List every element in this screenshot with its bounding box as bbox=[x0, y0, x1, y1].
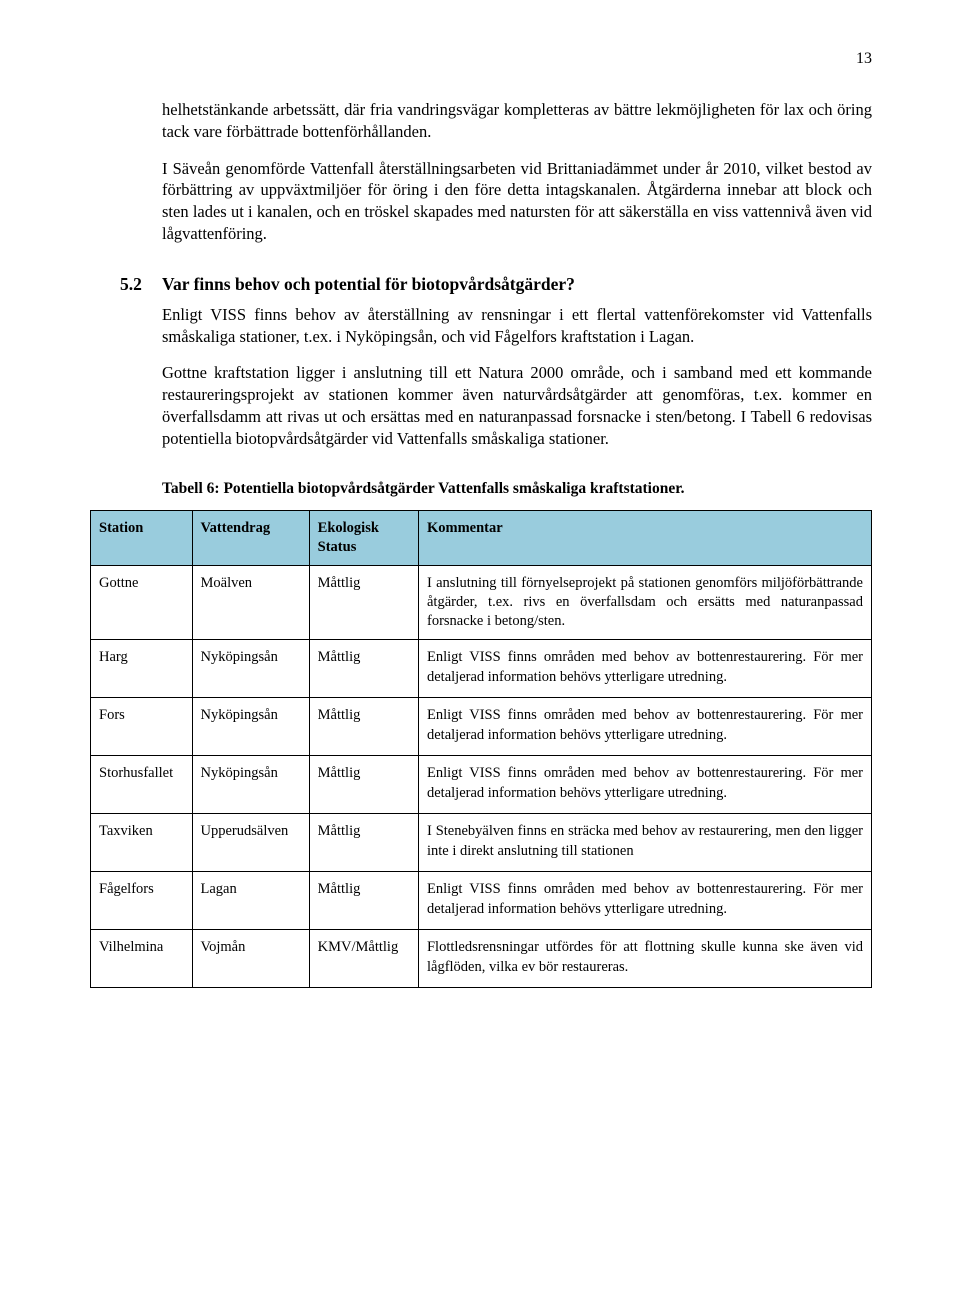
col-header-station: Station bbox=[91, 510, 193, 565]
table-cell: Fors bbox=[91, 698, 193, 756]
table-cell: I Stenebyälven finns en sträcka med beho… bbox=[418, 814, 871, 872]
page-number: 13 bbox=[120, 48, 872, 69]
table-cell: Vojmån bbox=[192, 930, 309, 988]
table-cell: Nyköpingsån bbox=[192, 698, 309, 756]
table-cell: Måttlig bbox=[309, 566, 418, 640]
table-row: GottneMoälvenMåttligI anslutning till fö… bbox=[91, 566, 872, 640]
table-header-row: Station Vattendrag Ekologisk Status Komm… bbox=[91, 510, 872, 565]
table-cell: Måttlig bbox=[309, 756, 418, 814]
table-cell: Nyköpingsån bbox=[192, 756, 309, 814]
section-title: Var finns behov och potential för biotop… bbox=[162, 273, 575, 296]
biotop-table: Station Vattendrag Ekologisk Status Komm… bbox=[90, 510, 872, 989]
col-header-status: Ekologisk Status bbox=[309, 510, 418, 565]
table-cell: Enligt VISS finns områden med behov av b… bbox=[418, 756, 871, 814]
table-row: TaxvikenUpperudsälvenMåttligI Stenebyälv… bbox=[91, 814, 872, 872]
section-number: 5.2 bbox=[120, 273, 162, 296]
table-cell: Måttlig bbox=[309, 814, 418, 872]
table-cell: Flottledsrensningar utfördes för att flo… bbox=[418, 930, 871, 988]
table-row: ForsNyköpingsånMåttligEnligt VISS finns … bbox=[91, 698, 872, 756]
table-cell: Nyköpingsån bbox=[192, 640, 309, 698]
col-header-kommentar: Kommentar bbox=[418, 510, 871, 565]
table-cell: Lagan bbox=[192, 872, 309, 930]
table-cell: Måttlig bbox=[309, 872, 418, 930]
table-cell: Taxviken bbox=[91, 814, 193, 872]
table-cell: Harg bbox=[91, 640, 193, 698]
table-cell: Enligt VISS finns områden med behov av b… bbox=[418, 640, 871, 698]
table-body: GottneMoälvenMåttligI anslutning till fö… bbox=[91, 566, 872, 988]
table-cell: Gottne bbox=[91, 566, 193, 640]
table-cell: Enligt VISS finns områden med behov av b… bbox=[418, 698, 871, 756]
table-caption: Tabell 6: Potentiella biotopvårdsåtgärde… bbox=[162, 479, 872, 499]
paragraph-2: I Säveån genomförde Vattenfall återställ… bbox=[162, 158, 872, 245]
table-cell: I anslutning till förnyelseprojekt på st… bbox=[418, 566, 871, 640]
table-cell: Enligt VISS finns områden med behov av b… bbox=[418, 872, 871, 930]
table-cell: Upperudsälven bbox=[192, 814, 309, 872]
col-header-vattendrag: Vattendrag bbox=[192, 510, 309, 565]
table-cell: Moälven bbox=[192, 566, 309, 640]
table-cell: Måttlig bbox=[309, 640, 418, 698]
paragraph-1: helhetstänkande arbetssätt, där fria van… bbox=[162, 99, 872, 143]
section-heading: 5.2 Var finns behov och potential för bi… bbox=[120, 273, 872, 296]
table-cell: Fågelfors bbox=[91, 872, 193, 930]
table-cell: Storhusfallet bbox=[91, 756, 193, 814]
table-cell: Vilhelmina bbox=[91, 930, 193, 988]
table-cell: Måttlig bbox=[309, 698, 418, 756]
table-row: VilhelminaVojmånKMV/MåttligFlottledsrens… bbox=[91, 930, 872, 988]
paragraph-4: Gottne kraftstation ligger i anslutning … bbox=[162, 362, 872, 449]
table-cell: KMV/Måttlig bbox=[309, 930, 418, 988]
table-row: FågelforsLaganMåttligEnligt VISS finns o… bbox=[91, 872, 872, 930]
table-row: HargNyköpingsånMåttligEnligt VISS finns … bbox=[91, 640, 872, 698]
table-row: StorhusfalletNyköpingsånMåttligEnligt VI… bbox=[91, 756, 872, 814]
paragraph-3: Enligt VISS finns behov av återställning… bbox=[162, 304, 872, 348]
